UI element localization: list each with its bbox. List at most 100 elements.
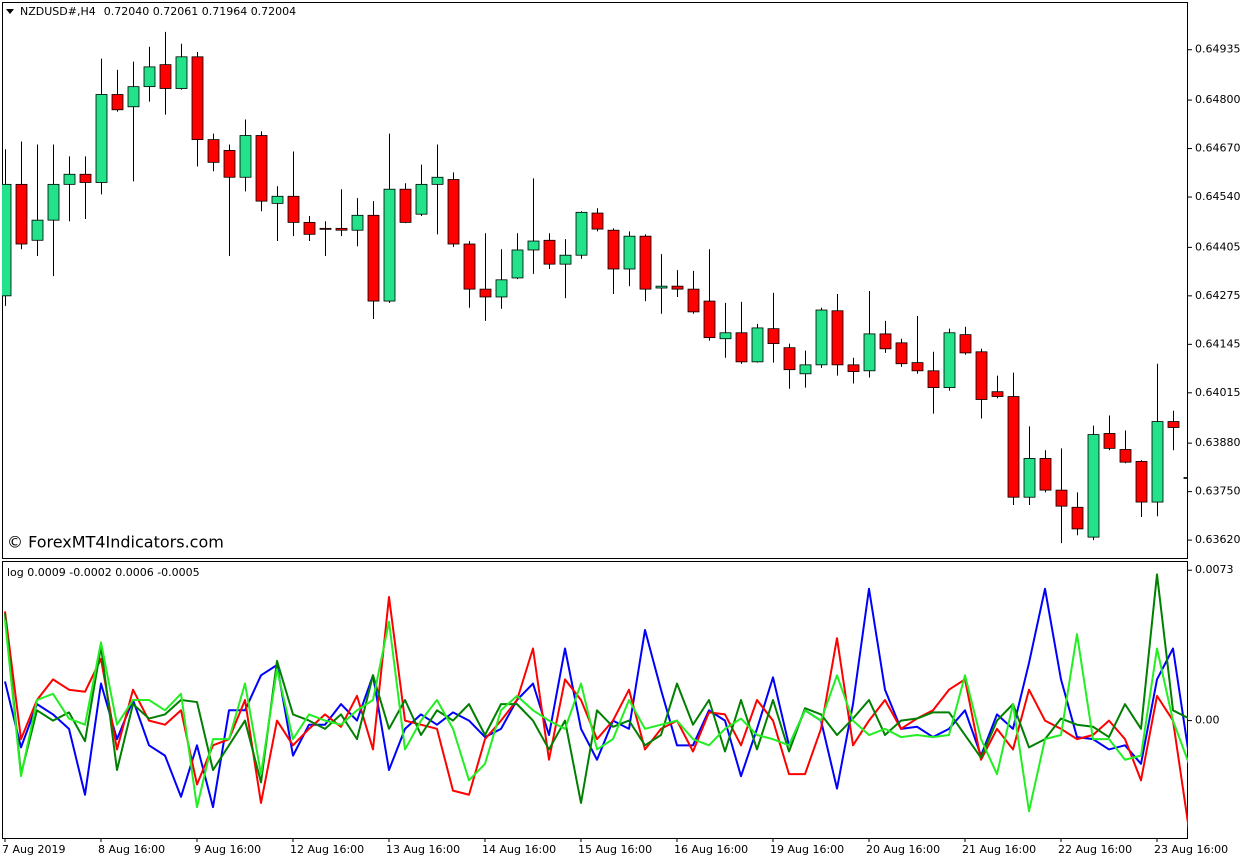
candle-body (175, 56, 188, 89)
candle-body (383, 188, 396, 302)
chart-subtitle: 0.72040 0.72061 0.71964 0.72004 (104, 5, 296, 18)
candle-body (399, 188, 412, 223)
candle-body (799, 364, 812, 375)
candle-body (431, 176, 444, 185)
y-tick-label: 0.63750 (1195, 485, 1241, 498)
y-tick-label: 0.64015 (1195, 386, 1241, 399)
y-tick-label: 0.64405 (1195, 240, 1241, 253)
x-tick-label: 21 Aug 16:00 (962, 843, 1036, 856)
menu-triangle (6, 9, 14, 14)
candle-body (1071, 506, 1084, 530)
x-tick-label: 20 Aug 16:00 (866, 843, 940, 856)
candle-body (863, 333, 876, 372)
y-tick-label: 0.64275 (1195, 289, 1241, 302)
candle-body (335, 227, 348, 231)
candle-body (1023, 458, 1036, 498)
candle-body (815, 309, 828, 366)
indicator-line (4, 573, 1188, 804)
candle-body (47, 183, 60, 221)
chart-title: NZDUSD#,H4 (20, 5, 96, 18)
candle-body (575, 211, 588, 256)
indicator-line (4, 596, 1188, 830)
candle-body (511, 249, 524, 279)
candle-body (1039, 458, 1052, 491)
candle-body (1119, 449, 1132, 463)
candle-body (687, 288, 700, 313)
candle-body (895, 342, 908, 365)
y-tick-label: 0.63880 (1195, 436, 1241, 449)
candle-body (1087, 434, 1100, 538)
candle-body (255, 135, 268, 202)
candle-body (287, 195, 300, 223)
x-tick-label: 12 Aug 16:00 (290, 843, 364, 856)
candle-body (911, 362, 924, 372)
candle-body (63, 173, 76, 185)
candle-body (831, 310, 844, 366)
candle-body (991, 391, 1004, 397)
candle-body (655, 285, 668, 289)
y-tick-label: 0.64800 (1195, 93, 1241, 106)
candle-body (1007, 396, 1020, 498)
candle-body (623, 235, 636, 270)
candle-body (607, 229, 620, 270)
candle-body (1103, 433, 1116, 449)
candle-body (415, 183, 428, 215)
candle-body (111, 94, 124, 111)
candle-body (1055, 489, 1068, 507)
x-tick-label: 13 Aug 16:00 (386, 843, 460, 856)
candle-body (1167, 421, 1180, 428)
candle-body (79, 173, 92, 183)
candle-body (591, 212, 604, 230)
candle-body (927, 370, 940, 388)
candle-body (1151, 421, 1164, 503)
candle-body (271, 195, 284, 204)
y-tick-label: 0.00 (1195, 714, 1220, 727)
x-tick-label: 15 Aug 16:00 (578, 843, 652, 856)
candle-body (639, 235, 652, 290)
candle-body (367, 214, 380, 302)
candle-body (351, 214, 364, 231)
indicator-panel-frame (2, 561, 1188, 839)
x-tick-label: 14 Aug 16:00 (482, 843, 556, 856)
x-tick-label: 22 Aug 16:00 (1058, 843, 1132, 856)
candle-body (1135, 461, 1148, 503)
candle-body (751, 327, 764, 363)
candle-body (159, 64, 172, 89)
y-tick-label: 0.63620 (1195, 533, 1241, 546)
indicator-title: log 0.0009 -0.0002 0.0006 -0.0005 (7, 566, 200, 579)
candle-body (95, 94, 108, 183)
candle-body (463, 243, 476, 290)
y-tick-label: 0.0073 (1195, 563, 1234, 576)
y-tick-label: 0.64145 (1195, 337, 1241, 350)
y-tick-label: 0.64540 (1195, 190, 1241, 203)
candle-body (479, 288, 492, 298)
candle-body (879, 333, 892, 350)
candle-body (735, 332, 748, 363)
candle-body (31, 219, 44, 241)
watermark: © ForexMT4Indicators.com (7, 533, 224, 552)
candle-body (783, 347, 796, 371)
candle-body (1183, 477, 1188, 479)
candle-body (767, 328, 780, 344)
indicator-line (4, 619, 1188, 813)
x-tick-label: 23 Aug 16:00 (1154, 843, 1228, 856)
candle-body (975, 351, 988, 400)
candle-body (207, 139, 220, 163)
candle-body (191, 56, 204, 141)
indicator-lines (4, 573, 1188, 830)
candle-body (127, 86, 140, 108)
x-tick-label: 16 Aug 16:00 (674, 843, 748, 856)
indicator-line (4, 587, 1188, 809)
candle-body (2, 183, 12, 297)
candle-body (303, 221, 316, 235)
candle-body (543, 239, 556, 265)
candle-body (671, 285, 684, 290)
candle-body (143, 66, 156, 88)
candles (2, 31, 1188, 544)
candle-body (719, 332, 732, 340)
candle-body (943, 332, 956, 388)
x-tick-label: 7 Aug 2019 (2, 843, 65, 856)
